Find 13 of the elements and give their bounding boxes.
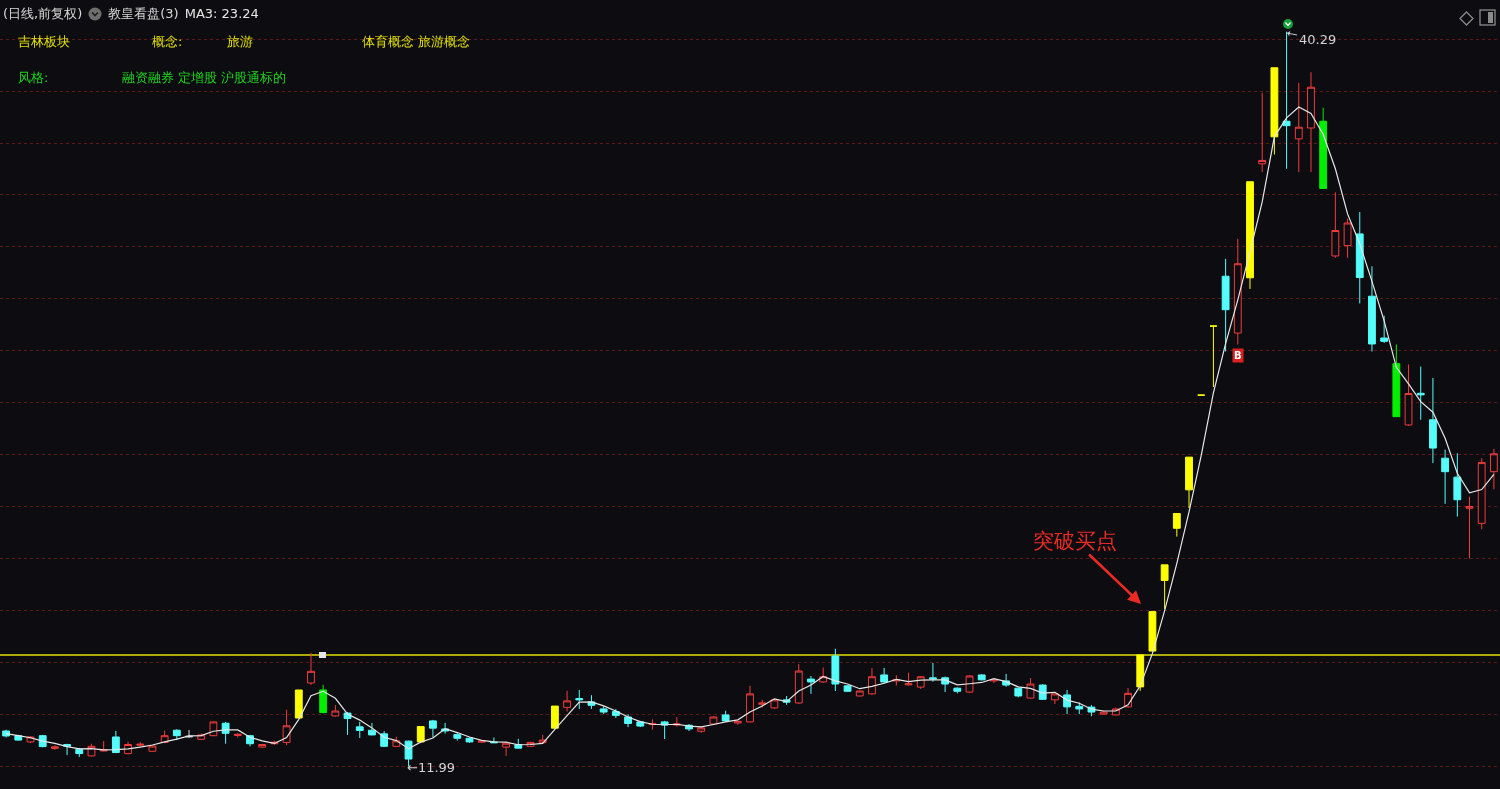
annotation: 风格: [18,70,49,85]
annotation: ←11.99 [407,760,456,775]
annotation: 旅游 [227,34,253,49]
annotation: 吉林板块 [18,34,70,49]
text: MA3: 23.24 [184,6,259,21]
annotation: 突破买点 [1033,529,1117,553]
annotation: B [1234,350,1242,361]
annotation: 融资融券 定增股 沪股通标的 [122,70,287,85]
annotation: 40.29 [1299,32,1337,47]
annotation: 体育概念 旅游概念 [362,34,471,49]
annotation: 概念: [152,34,183,49]
chart-subtitle: 教皇看盘(3) [108,4,179,23]
chart-title: (日线,前复权) [3,4,83,23]
